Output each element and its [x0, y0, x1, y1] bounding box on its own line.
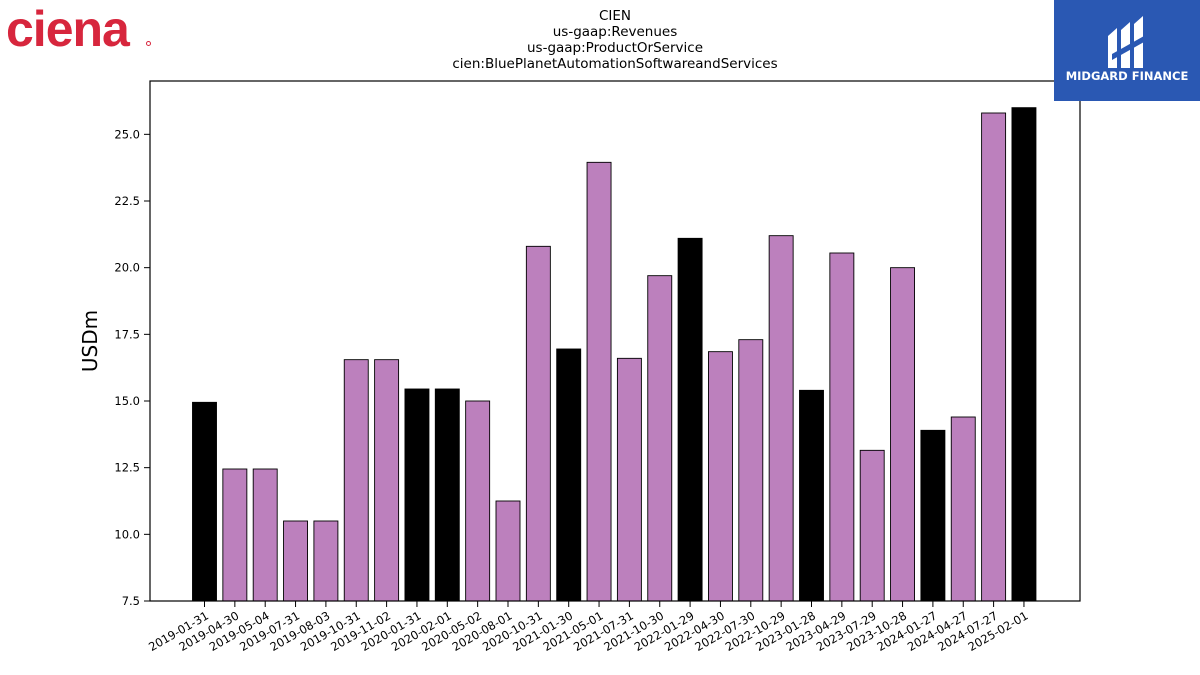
chart-title: CIENus-gaap:Revenuesus-gaap:ProductOrSer… — [452, 8, 777, 72]
y-tick-label: 12.5 — [114, 461, 140, 475]
chart-title-line: us-gaap:Revenues — [553, 24, 678, 40]
bar — [192, 401, 217, 602]
plot-frame — [149, 80, 1081, 602]
chart-title-line: CIEN — [599, 8, 631, 24]
bar — [283, 520, 308, 602]
bar — [465, 400, 491, 602]
chart-title-line: us-gaap:ProductOrService — [527, 40, 703, 56]
bar — [495, 500, 521, 602]
bar — [799, 389, 824, 602]
bar — [677, 237, 703, 602]
y-tick-label: 15.0 — [114, 394, 140, 408]
bar — [1011, 107, 1037, 602]
ciena-logo-text: ciena — [6, 1, 130, 57]
registered-mark-icon — [146, 41, 151, 46]
x-axis: 2019-01-312019-04-302019-05-042019-07-31… — [146, 601, 1030, 654]
y-tick-label: 7.5 — [122, 594, 140, 608]
bar — [586, 161, 612, 602]
bar — [890, 267, 915, 602]
bar — [252, 468, 278, 602]
bar — [859, 449, 885, 602]
y-tick-label: 25.0 — [114, 127, 140, 141]
y-axis: 7.5 10.0 12.5 15.0 17.5 20.0 22.5 25.0 — [114, 127, 150, 608]
bar — [343, 359, 369, 602]
midgard-emblem-icon — [1108, 16, 1144, 68]
bar — [404, 388, 430, 602]
bars-group — [192, 107, 1037, 602]
bar — [981, 112, 1007, 602]
bar — [950, 416, 976, 602]
bar — [374, 359, 400, 602]
y-tick-label: 22.5 — [114, 194, 140, 208]
bar — [768, 235, 794, 602]
bar — [313, 520, 339, 602]
bar — [616, 357, 642, 602]
bar — [222, 468, 248, 602]
bar — [829, 252, 855, 602]
bar — [556, 348, 582, 602]
y-tick-label: 10.0 — [114, 527, 140, 541]
y-axis-label: USDm — [78, 310, 102, 372]
bar — [738, 339, 764, 602]
midgard-finance-logo: MIDGARD FINANCE — [1054, 0, 1200, 101]
bar — [434, 388, 460, 602]
y-tick-label: 17.5 — [114, 327, 140, 341]
midgard-logo-text: MIDGARD FINANCE — [1065, 69, 1189, 83]
bar — [525, 245, 551, 602]
chart-title-line: cien:BluePlanetAutomationSoftwareandServ… — [452, 56, 777, 72]
bar — [647, 275, 673, 602]
y-tick-label: 20.0 — [114, 261, 140, 275]
bar — [920, 429, 946, 602]
ciena-logo: ciena — [6, 0, 151, 58]
bar — [708, 351, 733, 602]
